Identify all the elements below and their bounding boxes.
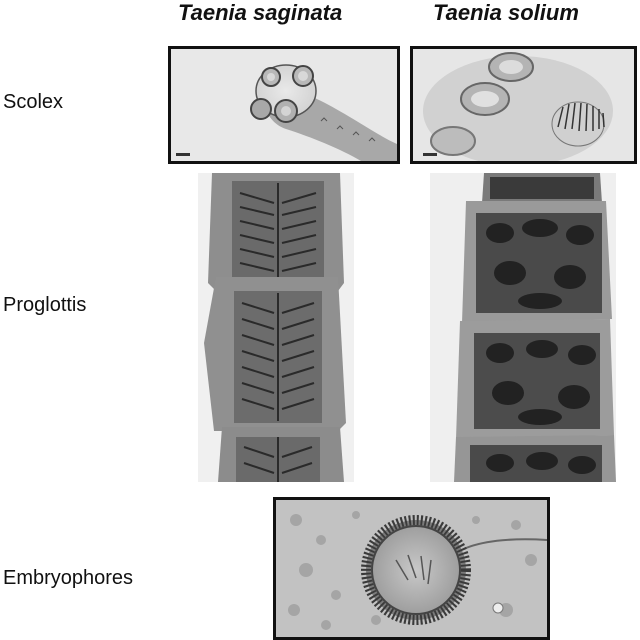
proglottis-solium-image (430, 173, 616, 482)
scolex-solium-micrograph (410, 46, 637, 164)
row-label-proglottis: Proglottis (3, 294, 87, 316)
column-title-taenia-saginata: Taenia saginata (178, 0, 343, 25)
embryophore-image (276, 500, 547, 637)
row-label-embryophores: Embryophores (3, 567, 134, 589)
proglottis-saginata-image (198, 173, 354, 482)
scolex-saginata-micrograph (168, 46, 400, 164)
proglottis-saginata-micrograph (198, 173, 354, 482)
column-title-taenia-solium: Taenia solium (433, 0, 579, 25)
embryophore-micrograph (273, 497, 550, 640)
scolex-saginata-image (171, 49, 397, 161)
scolex-solium-image (413, 49, 634, 161)
row-label-scolex: Scolex (3, 91, 64, 113)
proglottis-solium-micrograph (430, 173, 616, 482)
